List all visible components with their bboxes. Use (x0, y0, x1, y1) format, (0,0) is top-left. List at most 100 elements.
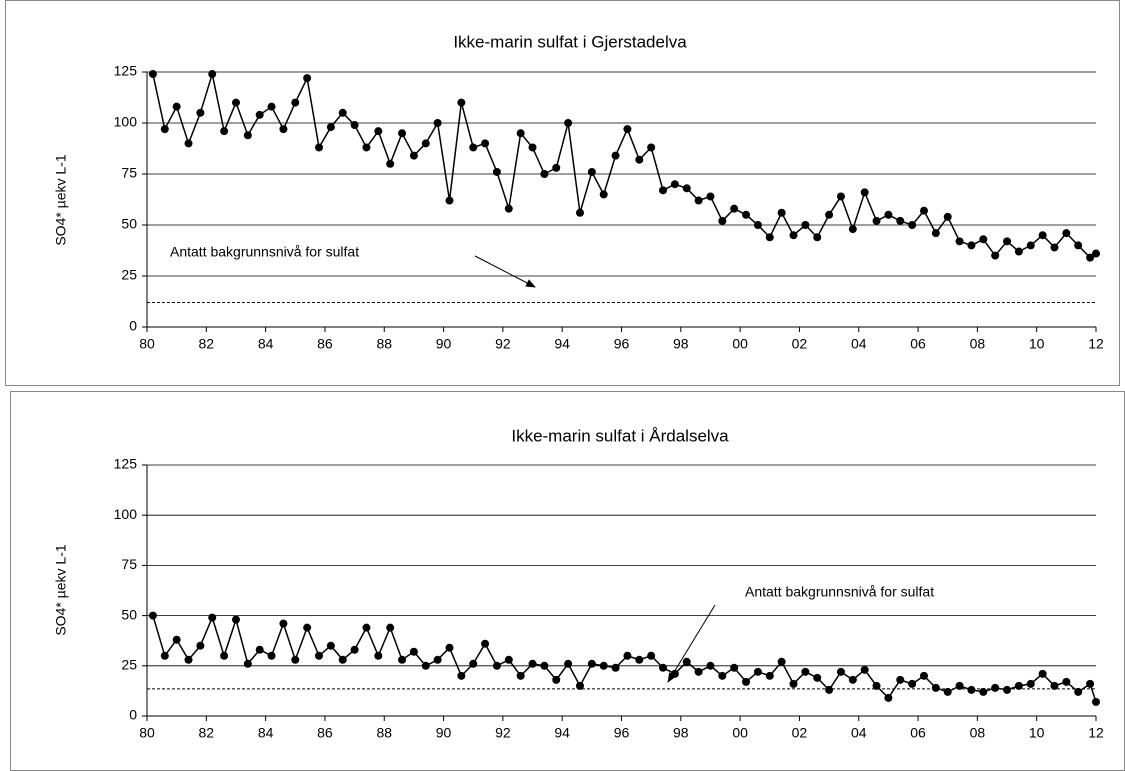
data-point (564, 659, 573, 668)
data-point (599, 661, 608, 670)
data-point (220, 651, 229, 660)
data-point (931, 683, 940, 692)
data-point (872, 681, 881, 690)
data-point (860, 188, 869, 197)
data-point (504, 204, 513, 213)
annotation-arrow (474, 255, 536, 288)
x-tick-label: 00 (732, 725, 748, 741)
data-point (540, 170, 549, 178)
annotation: Antatt bakgrunnsnivå for sulfat (745, 584, 934, 600)
data-point (1003, 237, 1012, 246)
x-tick-label: 94 (554, 336, 570, 352)
data-point (1086, 679, 1095, 688)
data-point (611, 663, 620, 672)
data-point (801, 221, 810, 229)
data-point (374, 127, 383, 136)
annotation: Antatt bakgrunnsnivå for sulfat (170, 244, 359, 260)
data-point (160, 125, 169, 134)
data-point (1038, 669, 1047, 678)
x-tick-label: 06 (910, 336, 926, 352)
data-point (884, 693, 893, 702)
y-axis-label: SO4* µekv L-1 (53, 154, 69, 246)
data-point (326, 123, 335, 132)
data-point (445, 196, 454, 205)
data-point (789, 231, 798, 240)
data-point (967, 685, 976, 694)
data-point (611, 151, 620, 160)
data-point (682, 657, 691, 666)
x-tick-label: 12 (1088, 336, 1104, 352)
data-point (516, 671, 525, 680)
data-point (172, 102, 181, 111)
data-point (801, 667, 810, 676)
data-point (955, 681, 964, 690)
data-point (279, 125, 288, 134)
data-point (979, 687, 988, 696)
data-point (184, 139, 193, 148)
x-tick-label: 06 (910, 725, 926, 741)
y-tick-label: 25 (121, 267, 137, 283)
data-point (350, 121, 359, 130)
y-tick-label: 75 (121, 556, 137, 572)
data-point (967, 241, 976, 250)
data-point (896, 216, 905, 225)
x-tick-label: 98 (673, 336, 689, 352)
data-point (1026, 241, 1035, 250)
data-point (1050, 681, 1059, 690)
data-point (623, 125, 632, 134)
data-point (706, 661, 715, 670)
data-point (848, 675, 857, 684)
data-point (813, 673, 822, 682)
chart-frame (10, 391, 1125, 771)
x-tick-label: 96 (614, 336, 630, 352)
data-point (1014, 681, 1023, 690)
data-point (528, 659, 537, 668)
data-point (196, 641, 205, 650)
y-tick-label: 50 (121, 606, 137, 622)
data-point (267, 102, 276, 111)
data-point (255, 645, 264, 654)
data-point (1062, 229, 1071, 238)
y-tick-label: 75 (121, 165, 137, 181)
data-point (326, 641, 335, 650)
y-tick-label: 0 (129, 707, 137, 723)
data-point (694, 667, 703, 676)
data-point (564, 119, 573, 127)
data-point (1074, 687, 1083, 696)
x-tick-label: 80 (139, 725, 155, 741)
data-point (919, 671, 928, 680)
y-axis-label: SO4* µekv L-1 (53, 544, 69, 636)
data-point (789, 679, 798, 688)
data-point (374, 651, 383, 660)
data-point (148, 611, 157, 620)
data-point (919, 206, 928, 215)
data-point (670, 180, 679, 189)
data-point (243, 659, 252, 668)
x-tick-label: 08 (970, 336, 986, 352)
x-tick-label: 04 (851, 336, 867, 352)
data-point (575, 681, 584, 690)
data-point (350, 645, 359, 654)
data-point (848, 225, 857, 234)
data-point (659, 186, 668, 195)
data-point (777, 657, 786, 666)
data-point (196, 108, 205, 117)
data-point (504, 655, 513, 664)
data-point (765, 671, 774, 680)
data-point (587, 167, 596, 176)
data-point (765, 233, 774, 242)
data-point (148, 70, 157, 79)
data-point (445, 643, 454, 652)
data-point (279, 619, 288, 628)
data-point (647, 143, 656, 152)
data-point (208, 613, 217, 622)
data-point (267, 651, 276, 660)
x-tick-label: 04 (851, 725, 867, 741)
data-point (409, 647, 418, 656)
chart-frame (5, 0, 1120, 386)
data-point (635, 655, 644, 664)
x-tick-label: 92 (495, 725, 511, 741)
data-point (1038, 231, 1047, 240)
data-point (730, 204, 739, 213)
